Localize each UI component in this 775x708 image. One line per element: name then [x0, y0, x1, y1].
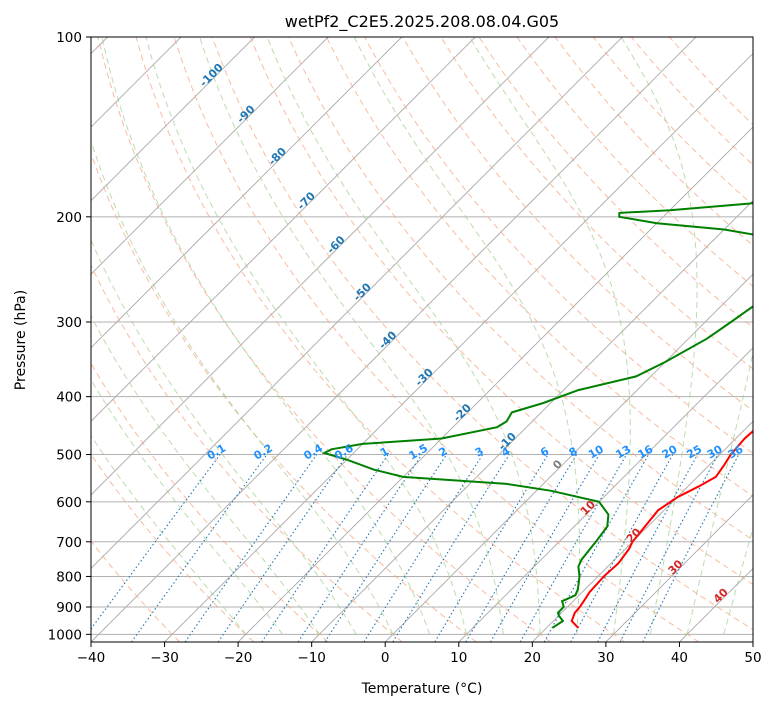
mixing-ratio-line — [490, 454, 600, 642]
dry-adiabat-line — [516, 37, 753, 287]
x-tick-label: −10 — [297, 650, 326, 666]
isotherm-line — [384, 273, 753, 642]
dry-adiabat-line — [440, 37, 753, 370]
moist-adiabat-line — [91, 434, 247, 635]
y-tick-label: 200 — [56, 210, 82, 226]
moist-adiabat-line — [353, 37, 580, 635]
isotherm-line — [91, 37, 403, 349]
x-tick-label: 0 — [381, 650, 390, 666]
x-tick-label: −20 — [224, 650, 253, 666]
y-tick-label: 700 — [56, 535, 82, 551]
moist-adiabat-line — [620, 37, 698, 635]
isotherm-line — [458, 347, 753, 642]
moist-adiabat-line — [101, 37, 431, 635]
dry-adiabat-line — [173, 37, 700, 642]
chart-title: wetPf2_C2E5.2025.208.08.04.G05 — [285, 12, 559, 32]
y-tick-label: 100 — [56, 30, 82, 46]
dry-adiabat-line — [91, 151, 477, 642]
background-lines — [91, 37, 753, 642]
mixing-ratio-line — [217, 454, 349, 642]
isotherm-line — [164, 52, 753, 642]
x-axis-label: Temperature (°C) — [361, 681, 483, 697]
dry-adiabat-line — [91, 264, 403, 642]
y-tick-label: 600 — [56, 495, 82, 511]
plot-background — [91, 37, 753, 642]
dry-adiabat-line — [91, 453, 255, 642]
moist-adiabat-line — [469, 37, 631, 635]
moist-adiabat-line — [91, 238, 357, 635]
moist-adiabat-line — [266, 37, 541, 635]
plot-frame — [90, 36, 754, 643]
mixing-ratio-line — [184, 454, 318, 642]
mixing-ratio-line — [297, 454, 423, 642]
dry-adiabat-line — [211, 37, 753, 631]
x-tick-label: −30 — [150, 650, 179, 666]
dry-adiabat-line — [97, 37, 551, 642]
moist-adiabat-line — [91, 314, 320, 635]
isotherm-line — [752, 641, 753, 642]
y-tick-label: 300 — [56, 315, 82, 331]
dry-adiabat-line — [287, 37, 753, 541]
dry-adiabat-line — [326, 37, 753, 497]
x-tick-label: 20 — [524, 650, 541, 666]
moist-adiabat-line — [145, 37, 467, 635]
mixing-ratio-labels: 0.1 0.2 0.4 0.6 1 1.5 2 3 4 6 8 10 13 16 20 25 30 36 — [205, 441, 746, 462]
isotherm-line — [605, 494, 753, 642]
mixing-ratio-line — [519, 454, 627, 642]
x-tick-label: 40 — [671, 650, 688, 666]
x-tick-label: −40 — [77, 650, 106, 666]
x-tick-label: 30 — [597, 650, 614, 666]
dewpoint-line — [321, 201, 753, 629]
y-tick-label: 500 — [56, 448, 82, 464]
mixing-ratio-line — [91, 454, 221, 630]
mixing-ratio-line — [570, 454, 674, 642]
dry-adiabat-line — [91, 362, 329, 642]
moist-adiabat-line — [686, 350, 753, 635]
y-axis-label: Pressure (hPa) — [13, 290, 29, 390]
moist-adiabat-line — [723, 526, 753, 635]
isotherm-line — [91, 37, 623, 570]
dry-adiabat-line — [478, 37, 753, 328]
isotherm-line — [91, 37, 550, 496]
mixing-ratio-line — [434, 454, 549, 642]
x-tick-label: 50 — [744, 650, 761, 666]
series-layer — [321, 201, 753, 629]
isotherm-line — [679, 567, 753, 642]
isotherm-line — [237, 126, 753, 642]
isotherm-line — [91, 37, 476, 423]
isotherm-line — [311, 199, 753, 642]
mixing-ratio-line — [261, 454, 389, 642]
isotherm-line — [91, 37, 697, 642]
mixing-ratio-line — [131, 454, 268, 642]
axes: −40 −30 −20 −10 0 10 20 30 40 50 100 200 300 400 500 60… — [48, 30, 762, 666]
y-tick-label: 400 — [56, 390, 82, 406]
temperature-line — [570, 429, 753, 629]
moist-adiabat-line — [91, 378, 283, 635]
isotherm-line — [531, 420, 753, 642]
plot-area — [91, 37, 753, 642]
mixing-ratio-line — [597, 454, 698, 642]
y-tick-label: 900 — [56, 600, 82, 616]
x-tick-label: 10 — [450, 650, 467, 666]
mixing-ratio-line — [324, 454, 448, 642]
moist-adiabat-line — [199, 37, 504, 635]
y-tick-label: 800 — [56, 569, 82, 585]
mixing-ratio-line — [465, 454, 578, 642]
y-tick-label: 1000 — [48, 627, 82, 643]
dry-adiabat-line — [249, 37, 753, 586]
